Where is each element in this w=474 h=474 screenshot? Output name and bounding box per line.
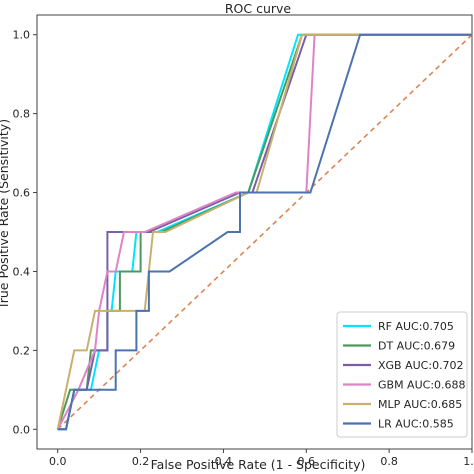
x-tick-label: 0.8 [380,455,398,468]
y-axis-ticks: 0.0 0.2 0.4 0.6 0.8 1.0 [13,29,37,436]
series-line-mlp [56,33,472,430]
x-tick-label: 0.0 [49,455,67,468]
y-tick-label: 0.4 [13,265,31,278]
y-axis-label: True Positive Rate (Sensitivity) [0,119,11,310]
y-tick-label: 0.8 [13,108,31,121]
legend-box [336,311,468,438]
x-tick-label: 0.2 [132,455,150,468]
x-axis-label: False Positive Rate (1 - Specificity) [151,457,366,472]
series-line-lr [57,33,472,431]
x-tick-label: 0.4 [215,455,233,468]
chart-title: ROC curve [225,1,292,16]
legend-entry: LR AUC:0.585 [378,418,454,431]
series-line-gbm [56,33,472,430]
legend-entry: GBM AUC:0.688 [378,379,466,392]
x-tick-label: 1.0 [463,455,474,468]
legend-entry: MLP AUC:0.685 [378,398,462,411]
series-line-dt [56,33,472,430]
x-tick-label: 0.6 [298,455,316,468]
legend: RF AUC:0.705 DT AUC:0.679 XGB AUC:0.702 GBM… [336,311,468,438]
legend-entry: XGB AUC:0.702 [378,359,464,372]
y-tick-label: 1.0 [13,29,31,42]
legend-entry: RF AUC:0.705 [378,320,454,333]
y-tick-label: 0.2 [13,344,31,357]
x-axis-ticks: 0.0 0.2 0.4 0.6 0.8 1.0 [49,449,474,468]
y-tick-label: 0.6 [13,187,31,200]
plot-area [36,14,473,450]
y-tick-label: 0.0 [13,423,31,436]
legend-entry: DT AUC:0.679 [378,340,455,353]
